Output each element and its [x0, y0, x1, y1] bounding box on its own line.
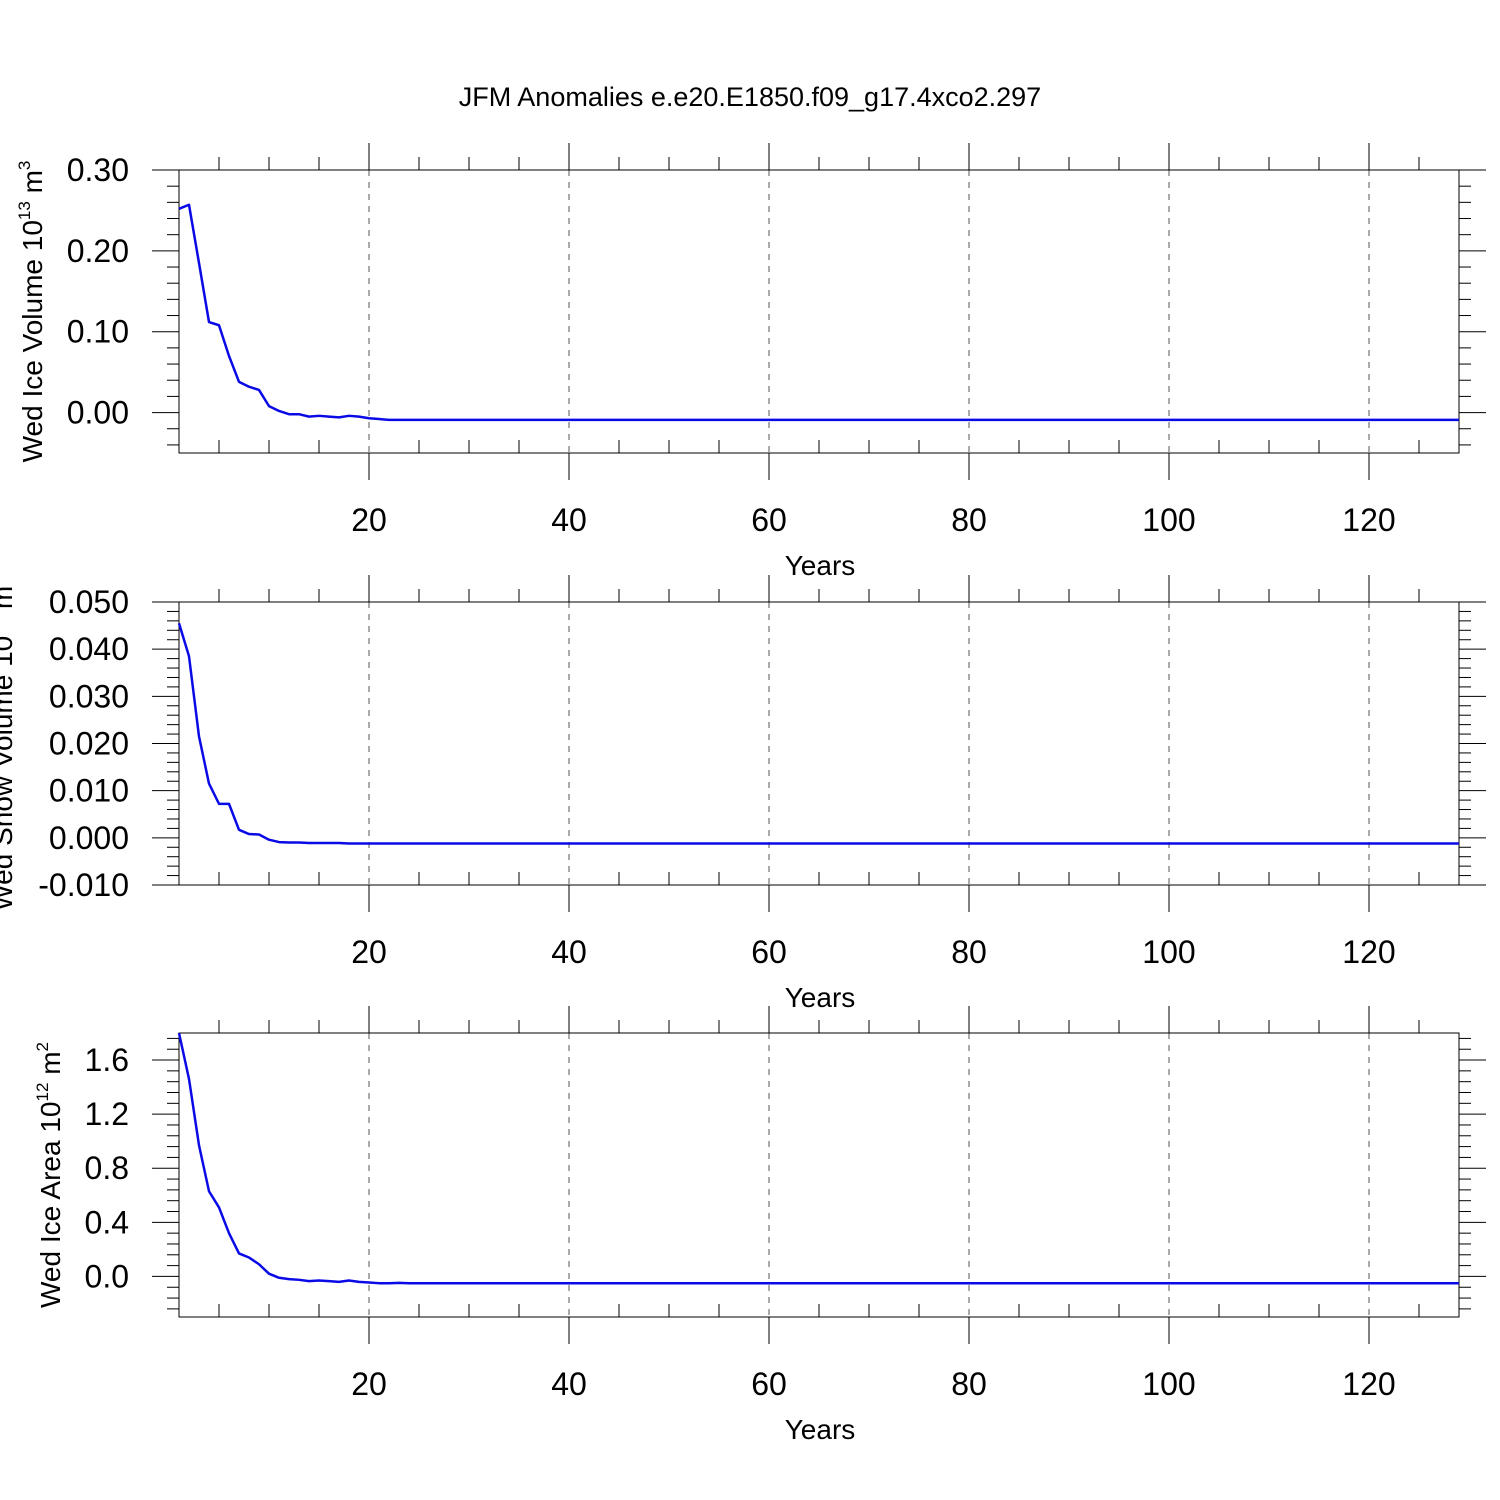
y-axis-label: Wed Ice Volume 1013 m3 — [15, 161, 48, 463]
x-tick-label: 40 — [551, 934, 587, 970]
x-axis-label: Years — [785, 1414, 856, 1445]
panel-3: 20 40 60 80 100 120 0.0 0.4 0.8 1.2 1.6 Years Wed Ic… — [33, 1006, 1486, 1445]
x-tick-label: 100 — [1142, 934, 1195, 970]
y-tick-label: 0.050 — [49, 584, 129, 620]
y-tick-label: 0.8 — [85, 1150, 129, 1186]
y-tick-label: 0.20 — [67, 233, 129, 269]
y-tick-label: 0.4 — [85, 1204, 129, 1240]
x-tick-label: 120 — [1342, 1366, 1395, 1402]
plot-frame — [178, 601, 1460, 886]
y-tick-label: 0.020 — [49, 726, 129, 762]
y-tick-label: 0.000 — [49, 820, 129, 856]
x-axis-label: Years — [785, 982, 856, 1013]
y-tick-label: 0.040 — [49, 631, 129, 667]
x-axis-label: Years — [785, 550, 856, 581]
data-series-line — [178, 203, 1459, 422]
y-axis-label: Wed Snow Volume 1013 m3 — [0, 576, 18, 910]
x-tick-label: 60 — [751, 934, 787, 970]
y-tick-label: 0.30 — [67, 152, 129, 188]
y-tick-label: 0.030 — [49, 678, 129, 714]
y-axis-label: Wed Ice Area 1012 m2 — [33, 1042, 66, 1308]
y-tick-label: 1.2 — [85, 1096, 129, 1132]
y-tick-label: -0.010 — [38, 867, 129, 903]
y-tick-label: 0.00 — [67, 395, 129, 431]
x-tick-label: 80 — [951, 502, 987, 538]
x-tick-label: 120 — [1342, 502, 1395, 538]
x-tick-label: 20 — [351, 934, 387, 970]
panel-1: 20 40 60 80 100 120 0.00 0.10 0.20 0.30 Years Wed I… — [15, 143, 1486, 581]
plot-frame — [178, 1032, 1460, 1318]
panel-2: 20 40 60 80 100 120 -0.010 0.000 0.010 0.020 0.030… — [0, 575, 1486, 1013]
data-series-line — [177, 1032, 1459, 1285]
data-series-line — [177, 622, 1459, 845]
x-tick-label: 60 — [751, 502, 787, 538]
x-tick-label: 40 — [551, 1366, 587, 1402]
x-tick-label: 80 — [951, 934, 987, 970]
y-tick-label: 0.010 — [49, 773, 129, 809]
x-tick-label: 60 — [751, 1366, 787, 1402]
x-tick-label: 100 — [1142, 502, 1195, 538]
figure-title: JFM Anomalies e.e20.E1850.f09_g17.4xco2.… — [459, 82, 1041, 112]
plot-frame — [178, 169, 1460, 454]
y-tick-label: 1.6 — [85, 1042, 129, 1078]
x-tick-label: 20 — [351, 502, 387, 538]
x-tick-label: 80 — [951, 1366, 987, 1402]
x-tick-label: 120 — [1342, 934, 1395, 970]
y-tick-label: 0.10 — [67, 314, 129, 350]
x-tick-label: 100 — [1142, 1366, 1195, 1402]
x-tick-label: 40 — [551, 502, 587, 538]
x-tick-label: 20 — [351, 1366, 387, 1402]
y-tick-label: 0.0 — [85, 1258, 129, 1294]
